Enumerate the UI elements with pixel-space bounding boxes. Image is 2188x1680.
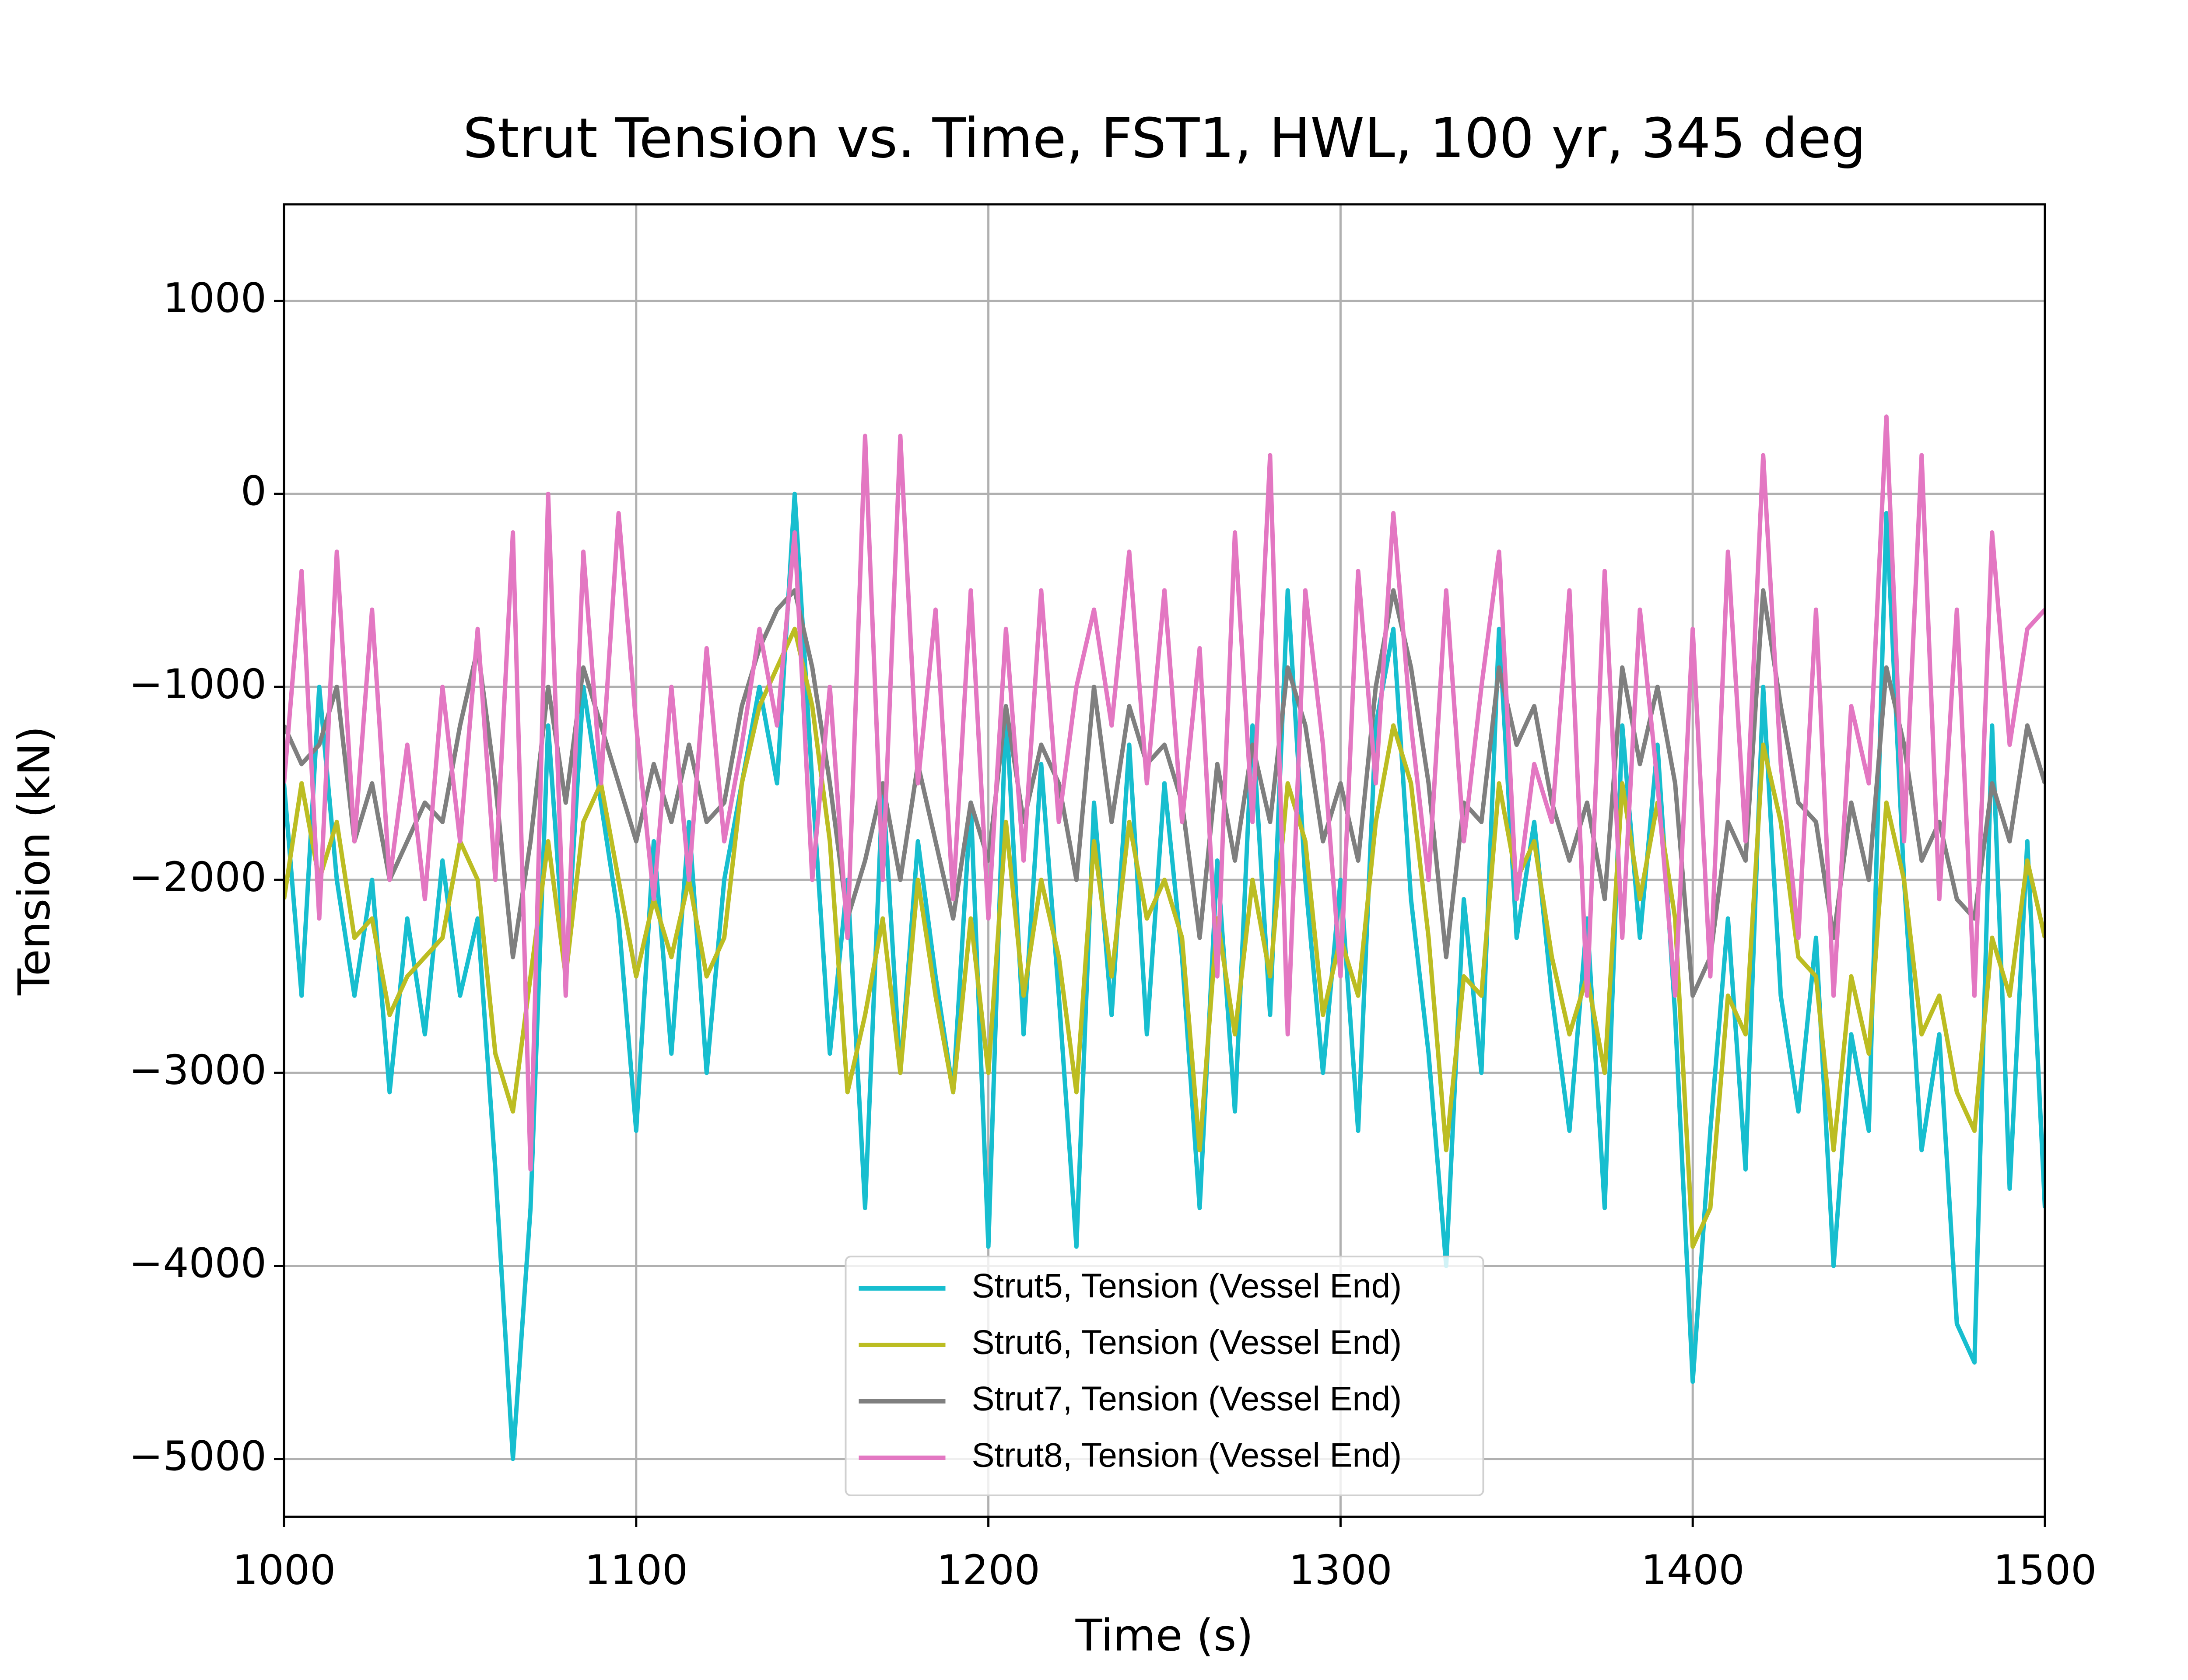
x-tick-label: 1100 xyxy=(584,1546,688,1593)
y-axis-label: Tension (kN) xyxy=(8,726,60,996)
x-tick-label: 1000 xyxy=(232,1546,336,1593)
x-tick-label: 1200 xyxy=(936,1546,1040,1593)
x-tick-label: 1400 xyxy=(1641,1546,1745,1593)
legend-label: Strut8, Tension (Vessel End) xyxy=(972,1436,1402,1474)
legend-label: Strut5, Tension (Vessel End) xyxy=(972,1267,1402,1305)
legend-label: Strut7, Tension (Vessel End) xyxy=(972,1379,1402,1418)
plot-frame xyxy=(283,203,2046,1518)
series-line xyxy=(284,414,2045,1172)
series-line xyxy=(284,626,2045,1249)
y-tick-label: −1000 xyxy=(129,660,266,707)
y-tick-label: −3000 xyxy=(129,1046,266,1094)
series-line xyxy=(284,491,2045,1461)
x-axis-label: Time (s) xyxy=(1075,1610,1254,1661)
chart-title: Strut Tension vs. Time, FST1, HWL, 100 y… xyxy=(463,107,1866,170)
y-tick-label: −2000 xyxy=(129,854,266,901)
y-tick-label: 1000 xyxy=(163,274,266,322)
y-tick-label: −5000 xyxy=(129,1432,266,1480)
y-tick-label: 0 xyxy=(241,467,266,514)
x-tick-label: 1500 xyxy=(1993,1546,2097,1593)
y-tick-label: −4000 xyxy=(129,1239,266,1287)
legend-label: Strut6, Tension (Vessel End) xyxy=(972,1323,1402,1362)
legend-box xyxy=(845,1256,1484,1496)
x-tick-label: 1300 xyxy=(1289,1546,1392,1593)
